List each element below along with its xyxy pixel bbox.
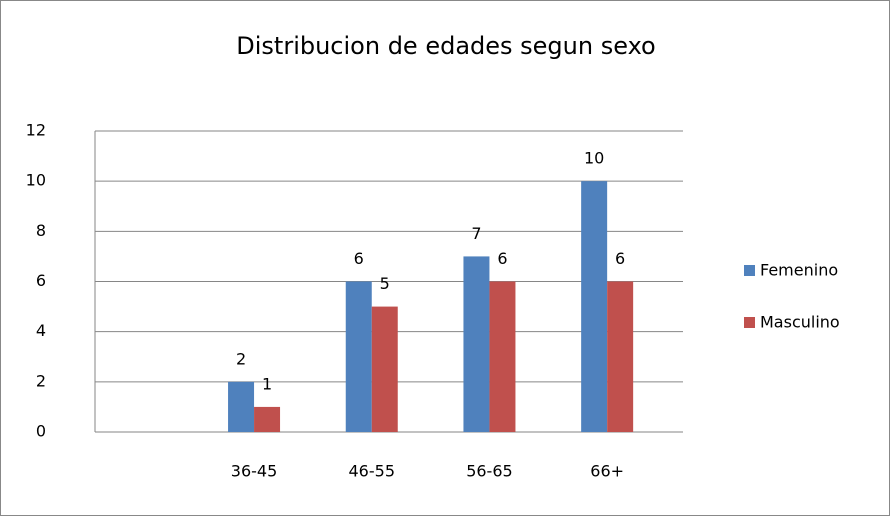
x-tick-label: 66+: [590, 462, 624, 481]
y-tick-label: 6: [36, 271, 46, 290]
bar: [463, 256, 490, 432]
y-tick-label: 8: [36, 221, 46, 240]
y-tick-label: 12: [26, 121, 46, 140]
legend-swatch: [744, 317, 755, 328]
legend-swatch: [744, 265, 755, 276]
data-label: 7: [471, 224, 481, 243]
data-label: 10: [584, 149, 604, 168]
legend-label: Masculino: [760, 313, 840, 332]
bar: [254, 406, 281, 432]
data-label: 1: [262, 374, 272, 393]
bar: [489, 281, 516, 432]
bar: [228, 381, 255, 432]
y-tick-label: 4: [36, 321, 46, 340]
x-tick-label: 46-55: [349, 462, 396, 481]
data-label: 6: [497, 249, 507, 268]
data-label: 2: [236, 349, 246, 368]
bar: [607, 281, 634, 432]
y-tick-label: 2: [36, 371, 46, 390]
y-tick-label: 10: [26, 171, 46, 190]
x-tick-label: 36-45: [231, 462, 278, 481]
data-label: 5: [380, 274, 390, 293]
data-label: 6: [615, 249, 625, 268]
y-tick-label: 0: [36, 422, 46, 441]
chart-title: Distribucion de edades segun sexo: [236, 32, 655, 60]
bar: [345, 281, 372, 432]
bar: [371, 306, 398, 432]
legend-label: Femenino: [760, 261, 838, 280]
data-label: 6: [354, 249, 364, 268]
x-tick-label: 56-65: [466, 462, 513, 481]
bar: [581, 181, 608, 432]
